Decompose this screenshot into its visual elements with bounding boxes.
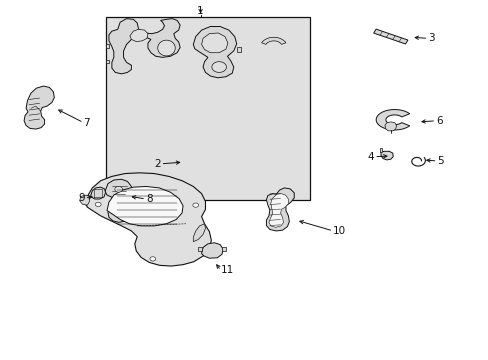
Polygon shape xyxy=(197,247,201,251)
Polygon shape xyxy=(384,122,396,131)
Text: 3: 3 xyxy=(427,33,434,43)
Polygon shape xyxy=(193,27,236,78)
Text: 7: 7 xyxy=(83,118,90,128)
Polygon shape xyxy=(150,257,156,261)
Polygon shape xyxy=(107,186,183,226)
Polygon shape xyxy=(373,29,407,44)
Polygon shape xyxy=(379,148,381,152)
Polygon shape xyxy=(105,44,109,48)
Text: 8: 8 xyxy=(146,194,152,204)
Text: 6: 6 xyxy=(435,116,442,126)
Polygon shape xyxy=(201,33,227,53)
Text: 9: 9 xyxy=(78,193,84,203)
Polygon shape xyxy=(192,203,198,207)
Polygon shape xyxy=(86,173,211,266)
Polygon shape xyxy=(236,47,240,51)
Polygon shape xyxy=(193,224,205,242)
Polygon shape xyxy=(130,30,148,41)
Text: 1: 1 xyxy=(197,6,203,16)
Polygon shape xyxy=(211,62,226,72)
Polygon shape xyxy=(109,19,180,74)
Polygon shape xyxy=(105,179,131,222)
Polygon shape xyxy=(80,195,89,205)
Polygon shape xyxy=(266,188,294,231)
Text: 5: 5 xyxy=(437,156,443,166)
Polygon shape xyxy=(380,151,392,160)
Polygon shape xyxy=(158,40,175,56)
Text: 4: 4 xyxy=(367,152,373,162)
Polygon shape xyxy=(268,194,288,227)
Text: 2: 2 xyxy=(154,159,160,169)
Polygon shape xyxy=(105,59,109,63)
Polygon shape xyxy=(24,86,54,129)
Text: 11: 11 xyxy=(221,265,234,275)
Polygon shape xyxy=(115,186,122,192)
Polygon shape xyxy=(201,243,223,258)
Polygon shape xyxy=(375,109,409,130)
Polygon shape xyxy=(95,202,101,207)
Polygon shape xyxy=(261,37,285,44)
Text: 10: 10 xyxy=(332,226,346,236)
Polygon shape xyxy=(222,247,225,251)
Polygon shape xyxy=(91,187,105,199)
Bar xyxy=(105,17,310,200)
